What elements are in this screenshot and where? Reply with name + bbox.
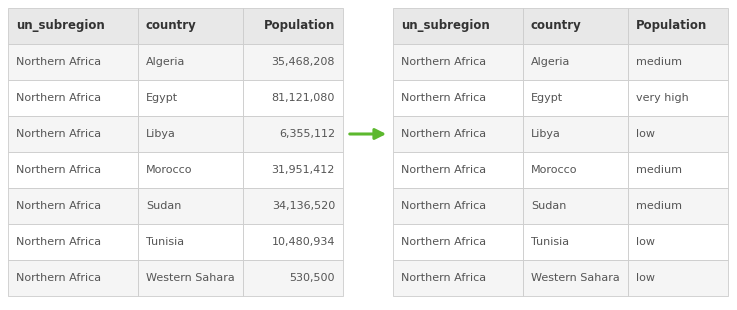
Bar [243,224,343,260]
Text: low: low [636,273,655,283]
Text: Libya: Libya [531,129,561,139]
Text: 530,500: 530,500 [290,273,335,283]
Bar [138,80,243,116]
Bar [523,8,628,44]
Bar [243,80,343,116]
Bar [628,8,728,44]
Bar [393,116,523,152]
Bar [8,152,138,188]
Bar [8,8,138,44]
Bar [628,152,728,188]
Text: Sudan: Sudan [531,201,566,211]
Bar [523,44,628,80]
Bar [393,80,523,116]
Text: low: low [636,237,655,247]
Text: Tunisia: Tunisia [146,237,184,247]
Text: Northern Africa: Northern Africa [16,129,101,139]
Bar [138,188,243,224]
Bar [628,116,728,152]
Bar [523,116,628,152]
Text: Morocco: Morocco [146,165,192,175]
Text: Northern Africa: Northern Africa [16,201,101,211]
Bar [628,44,728,80]
Text: 10,480,934: 10,480,934 [271,237,335,247]
Text: low: low [636,129,655,139]
Bar [523,260,628,296]
Bar [138,260,243,296]
Bar [8,224,138,260]
Bar [393,44,523,80]
Bar [393,224,523,260]
Text: Northern Africa: Northern Africa [401,57,486,67]
Bar [393,188,523,224]
Bar [138,8,243,44]
Text: Northern Africa: Northern Africa [16,93,101,103]
Text: Egypt: Egypt [531,93,563,103]
Bar [243,260,343,296]
Text: Population: Population [636,20,708,33]
Text: Northern Africa: Northern Africa [401,201,486,211]
Bar [523,80,628,116]
Bar [8,188,138,224]
Text: Algeria: Algeria [146,57,186,67]
Bar [523,188,628,224]
Text: Morocco: Morocco [531,165,578,175]
Text: Population: Population [264,20,335,33]
Text: 6,355,112: 6,355,112 [279,129,335,139]
Text: Northern Africa: Northern Africa [16,57,101,67]
Bar [523,152,628,188]
Bar [138,44,243,80]
Text: Northern Africa: Northern Africa [401,93,486,103]
Text: Western Sahara: Western Sahara [146,273,235,283]
Text: very high: very high [636,93,689,103]
Text: Egypt: Egypt [146,93,178,103]
Text: Northern Africa: Northern Africa [16,165,101,175]
Bar [393,8,523,44]
Bar [138,224,243,260]
Bar [243,8,343,44]
Text: un_subregion: un_subregion [16,20,105,33]
Text: Northern Africa: Northern Africa [401,237,486,247]
Text: Tunisia: Tunisia [531,237,569,247]
Text: 34,136,520: 34,136,520 [272,201,335,211]
Bar [243,116,343,152]
Text: Algeria: Algeria [531,57,570,67]
Text: country: country [146,20,197,33]
Text: medium: medium [636,57,682,67]
Bar [393,152,523,188]
Text: Northern Africa: Northern Africa [401,273,486,283]
Text: medium: medium [636,201,682,211]
Text: Libya: Libya [146,129,176,139]
Text: country: country [531,20,581,33]
Bar [243,152,343,188]
Bar [138,116,243,152]
Text: 31,951,412: 31,951,412 [272,165,335,175]
Bar [138,152,243,188]
Text: Sudan: Sudan [146,201,181,211]
Text: un_subregion: un_subregion [401,20,490,33]
Bar [243,188,343,224]
Bar [628,80,728,116]
Text: Northern Africa: Northern Africa [401,129,486,139]
Bar [8,44,138,80]
Bar [628,224,728,260]
Text: Northern Africa: Northern Africa [16,273,101,283]
Bar [628,260,728,296]
Text: Northern Africa: Northern Africa [401,165,486,175]
Bar [523,224,628,260]
Bar [8,116,138,152]
Text: 35,468,208: 35,468,208 [271,57,335,67]
Text: Western Sahara: Western Sahara [531,273,620,283]
Text: medium: medium [636,165,682,175]
Bar [8,260,138,296]
Bar [8,80,138,116]
Bar [243,44,343,80]
Bar [393,260,523,296]
Bar [628,188,728,224]
Text: Northern Africa: Northern Africa [16,237,101,247]
Text: 81,121,080: 81,121,080 [272,93,335,103]
